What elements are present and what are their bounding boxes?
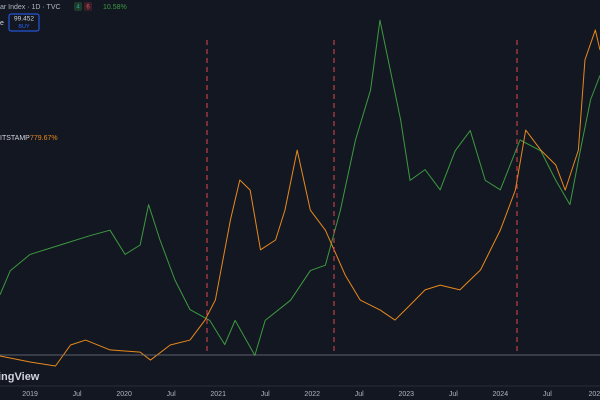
x-tick-label: Jul — [543, 391, 552, 398]
x-tick-label: 2022 — [304, 391, 320, 398]
badge-text: 6 — [86, 5, 90, 11]
badge — [74, 2, 82, 11]
x-tick-label: Jul — [449, 391, 458, 398]
buy-button[interactable] — [8, 13, 40, 32]
legend-change: 10.58% — [103, 4, 127, 11]
x-tick-label: 2023 — [398, 391, 414, 398]
plot-area — [0, 19, 600, 367]
x-tick-label: 2024 — [493, 391, 509, 398]
x-tick-label: Jul — [261, 391, 270, 398]
x-tick-label: 2019 — [22, 391, 38, 398]
badge-text: 4 — [76, 5, 80, 11]
series-line — [0, 19, 600, 356]
buy-price: 99.452 — [14, 16, 34, 23]
buy-label: BUY — [18, 24, 30, 30]
legend-cut: e — [0, 20, 4, 27]
watermark: ingView — [0, 371, 40, 383]
x-tick-label: Jul — [73, 391, 82, 398]
legend-symbol: ar Index · 1D · TVC — [0, 4, 61, 11]
x-tick-label: 202 — [589, 391, 600, 398]
compare-symbol: ITSTAMP — [0, 135, 30, 142]
badge — [84, 2, 92, 11]
compare-change: 779.67% — [30, 135, 58, 142]
x-tick-label: 2021 — [210, 391, 226, 398]
series-line — [0, 29, 600, 367]
x-tick-label: Jul — [355, 391, 364, 398]
x-tick-label: 2020 — [116, 391, 132, 398]
x-tick-label: Jul — [167, 391, 176, 398]
